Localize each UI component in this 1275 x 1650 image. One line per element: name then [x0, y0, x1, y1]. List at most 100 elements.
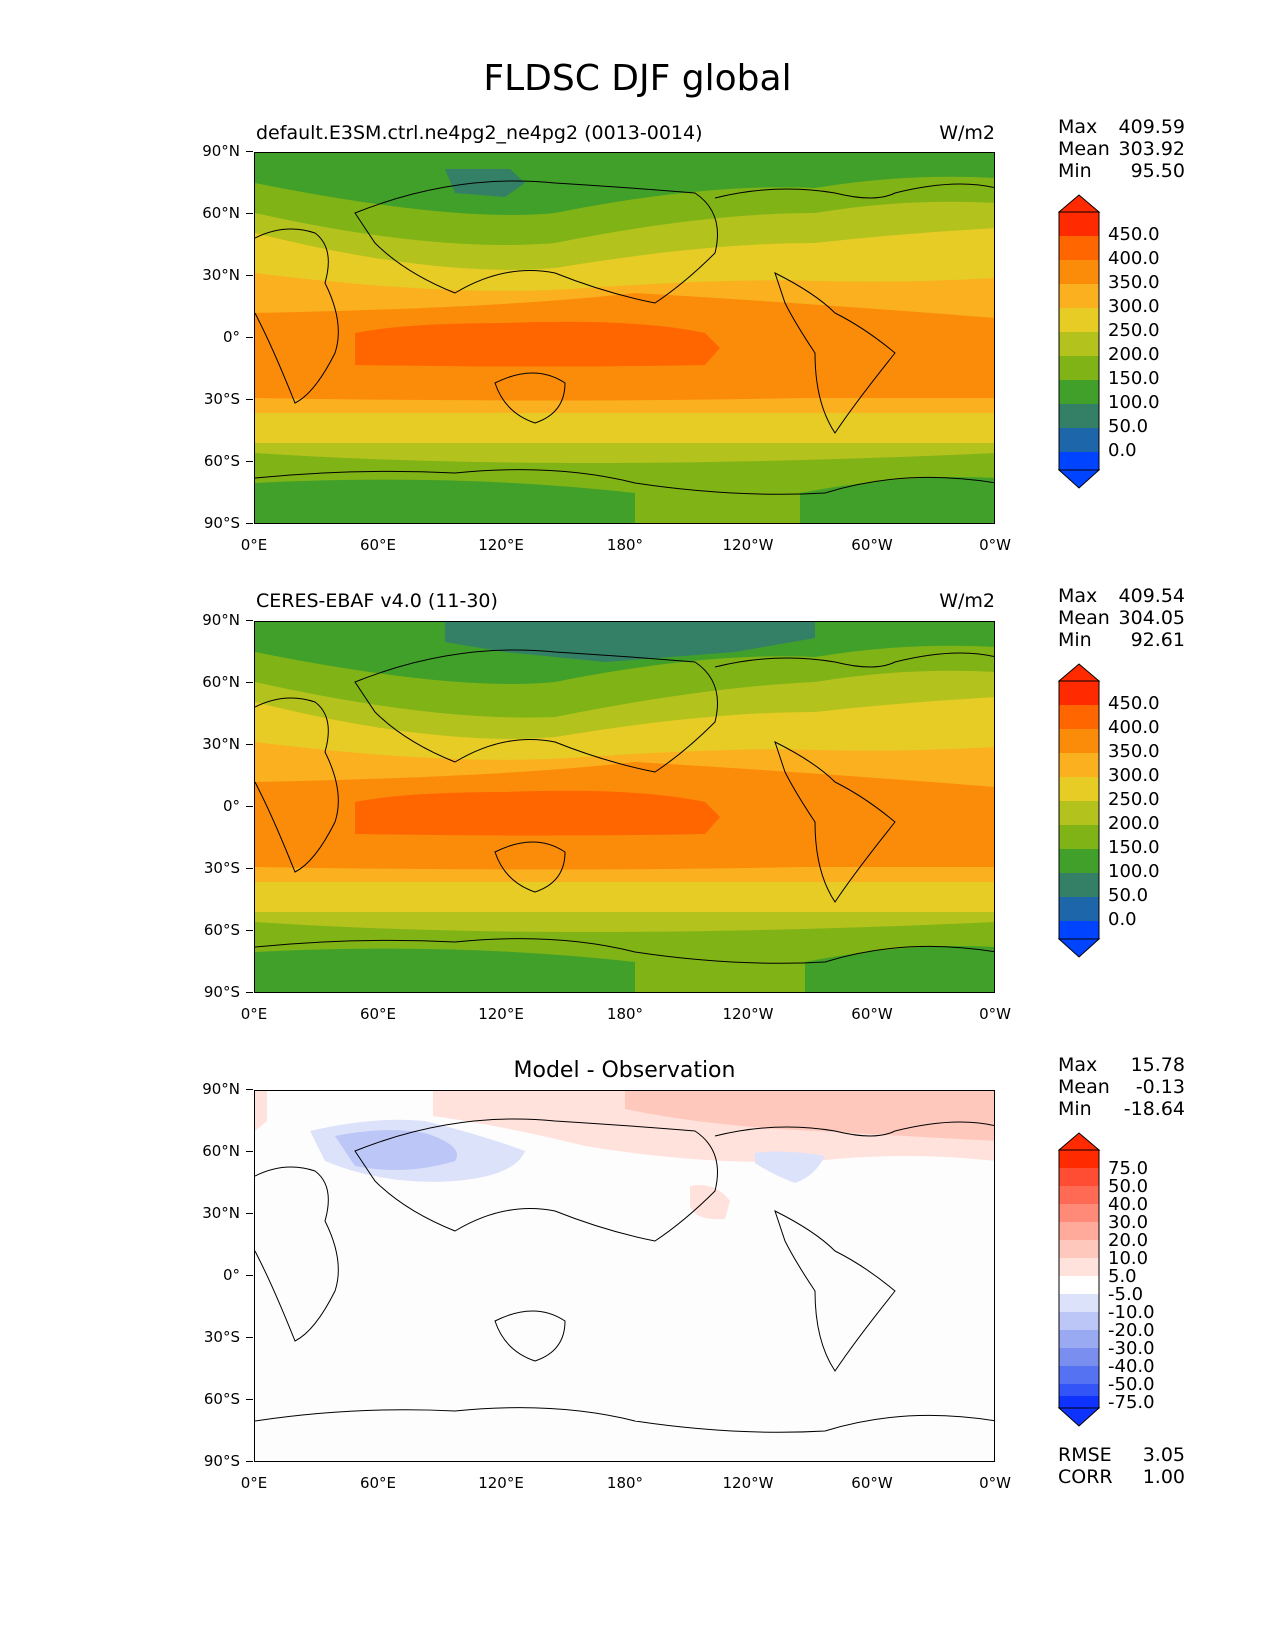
cb2-label-9: 0.0 — [1108, 909, 1137, 930]
p2-xtick-0e: 0°E — [240, 1005, 268, 1023]
cb2-label-6: 150.0 — [1108, 837, 1160, 858]
p1-ytick-30s: 30°S — [188, 390, 253, 408]
panel1-units: W/m2 — [939, 122, 995, 144]
panel3-map — [254, 1090, 995, 1462]
rmse-value: 3.05 — [1142, 1444, 1185, 1466]
cb3-label-2: 40.0 — [1108, 1194, 1149, 1215]
p1-xtick-60w: 60°W — [851, 536, 893, 554]
p3-ytick-30s: 30°S — [188, 1328, 253, 1346]
p1-xtick-0e: 0°E — [240, 536, 268, 554]
cb3-label-1: 50.0 — [1108, 1176, 1149, 1197]
panel3-metrics: RMSE 3.05 CORR 1.00 — [1058, 1444, 1185, 1488]
p1-xtick-0w: 0°W — [979, 536, 1011, 554]
p1-ytick-60n: 60°N — [188, 204, 253, 222]
p2-ytick-60n: 60°N — [188, 673, 253, 691]
p2-ytick-30n: 30°N — [188, 735, 253, 753]
panel3-colorbar: 75.0 50.0 40.0 30.0 20.0 10.0 5.0 -5.0 -… — [1057, 1132, 1155, 1432]
panel1-stats: Max 409.59 Mean 303.92 Min 95.50 — [1058, 116, 1185, 182]
p3-mean-value: -0.13 — [1135, 1076, 1185, 1098]
p2-ytick-90s: 90°S — [188, 983, 253, 1001]
p3-min-value: -18.64 — [1123, 1098, 1185, 1120]
panel2-contours — [255, 622, 994, 992]
p2-ytick-0: 0° — [188, 797, 253, 815]
p3-ytick-90n: 90°N — [188, 1080, 253, 1098]
cb3-label-7: -5.0 — [1108, 1284, 1144, 1305]
p2-xtick-0w: 0°W — [979, 1005, 1011, 1023]
p3-xtick-120e: 120°E — [478, 1474, 524, 1492]
p3-ytick-0: 0° — [188, 1266, 253, 1284]
cb1-label-3: 300.0 — [1108, 296, 1160, 317]
p3-xtick-0e: 0°E — [240, 1474, 268, 1492]
colorbar-svg — [1057, 663, 1101, 958]
p3-ytick-30n: 30°N — [188, 1204, 253, 1222]
cb2-label-4: 250.0 — [1108, 789, 1160, 810]
panel3-stats: Max 15.78 Mean -0.13 Min -18.64 — [1058, 1054, 1185, 1120]
panel3-title: Model - Observation — [513, 1058, 736, 1083]
panel3-contours — [255, 1091, 994, 1461]
cb3-label-9: -20.0 — [1108, 1320, 1155, 1341]
p3-ytick-60n: 60°N — [188, 1142, 253, 1160]
p2-xtick-60e: 60°E — [359, 1005, 397, 1023]
p1-xtick-60e: 60°E — [359, 536, 397, 554]
panel2-units: W/m2 — [939, 590, 995, 612]
p1-xtick-120w: 120°W — [722, 536, 774, 554]
p1-ytick-90n: 90°N — [188, 142, 253, 160]
p3-min-label: Min — [1058, 1098, 1092, 1120]
p1-xtick-120e: 120°E — [478, 536, 524, 554]
p3-xtick-60w: 60°W — [851, 1474, 893, 1492]
cb2-label-3: 300.0 — [1108, 765, 1160, 786]
panel1-map — [254, 152, 995, 524]
p3-xtick-60e: 60°E — [359, 1474, 397, 1492]
p3-mean-label: Mean — [1058, 1076, 1110, 1098]
panel2-colorbar: 450.0 400.0 350.0 300.0 250.0 200.0 150.… — [1057, 663, 1160, 963]
p1-ytick-0: 0° — [188, 328, 253, 346]
p1-min-value: 95.50 — [1130, 160, 1185, 182]
p2-xtick-120e: 120°E — [478, 1005, 524, 1023]
p1-min-label: Min — [1058, 160, 1092, 182]
diff-colorbar-svg — [1057, 1132, 1101, 1427]
p1-mean-value: 303.92 — [1118, 138, 1185, 160]
cb1-label-5: 200.0 — [1108, 344, 1160, 365]
cb2-label-5: 200.0 — [1108, 813, 1160, 834]
cb3-label-12: -50.0 — [1108, 1374, 1155, 1395]
panel1-colorbar: 450.0 400.0 350.0 300.0 250.0 200.0 150.… — [1057, 194, 1160, 494]
p3-ytick-90s: 90°S — [188, 1452, 253, 1470]
corr-label: CORR — [1058, 1466, 1113, 1488]
p2-mean-value: 304.05 — [1118, 607, 1185, 629]
cb2-label-2: 350.0 — [1108, 741, 1160, 762]
p1-mean-label: Mean — [1058, 138, 1110, 160]
p2-min-value: 92.61 — [1130, 629, 1185, 651]
p2-xtick-60w: 60°W — [851, 1005, 893, 1023]
p2-min-label: Min — [1058, 629, 1092, 651]
cb3-label-3: 30.0 — [1108, 1212, 1149, 1233]
panel2-title: CERES-EBAF v4.0 (11-30) — [256, 590, 498, 612]
p2-max-label: Max — [1058, 585, 1098, 607]
cb3-label-6: 5.0 — [1108, 1266, 1137, 1287]
cb3-label-10: -30.0 — [1108, 1338, 1155, 1359]
p2-xtick-180: 180° — [606, 1005, 644, 1023]
cb1-label-8: 50.0 — [1108, 416, 1149, 437]
figure-title: FLDSC DJF global — [483, 58, 792, 99]
cb2-label-7: 100.0 — [1108, 861, 1160, 882]
cb3-label-11: -40.0 — [1108, 1356, 1155, 1377]
panel1-contours — [255, 153, 994, 523]
cb1-label-6: 150.0 — [1108, 368, 1160, 389]
p3-ytick-60s: 60°S — [188, 1390, 253, 1408]
p1-ytick-60s: 60°S — [188, 452, 253, 470]
panel2-map — [254, 621, 995, 993]
cb2-label-1: 400.0 — [1108, 717, 1160, 738]
cb2-label-8: 50.0 — [1108, 885, 1149, 906]
cb1-label-2: 350.0 — [1108, 272, 1160, 293]
cb3-label-8: -10.0 — [1108, 1302, 1155, 1323]
p1-ytick-90s: 90°S — [188, 514, 253, 532]
cb3-label-0: 75.0 — [1108, 1158, 1149, 1179]
panel1-title: default.E3SM.ctrl.ne4pg2_ne4pg2 (0013-00… — [256, 122, 703, 144]
cb3-label-4: 20.0 — [1108, 1230, 1149, 1251]
p3-max-value: 15.78 — [1130, 1054, 1185, 1076]
corr-value: 1.00 — [1142, 1466, 1185, 1488]
p1-ytick-30n: 30°N — [188, 266, 253, 284]
panel2-stats: Max 409.54 Mean 304.05 Min 92.61 — [1058, 585, 1185, 651]
cb3-label-13: -75.0 — [1108, 1392, 1155, 1413]
p1-max-label: Max — [1058, 116, 1098, 138]
cb1-label-1: 400.0 — [1108, 248, 1160, 269]
